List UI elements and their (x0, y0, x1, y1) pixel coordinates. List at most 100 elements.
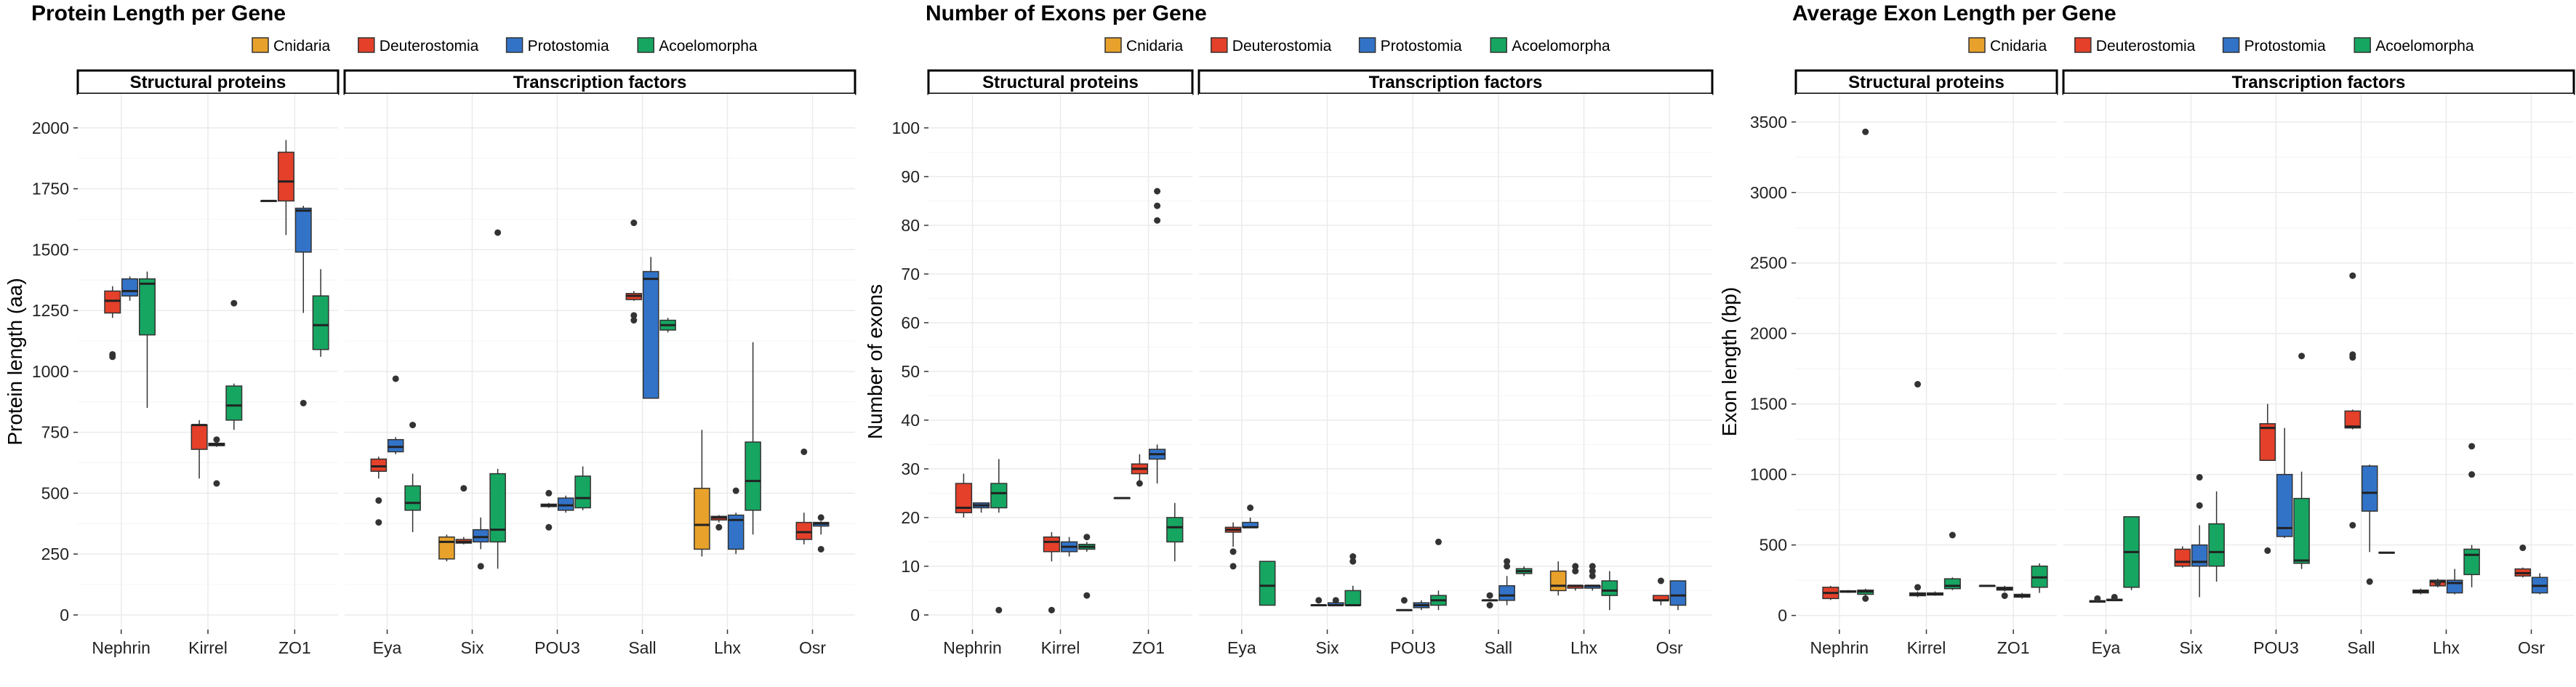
y-tick-label: 1250 (32, 301, 69, 320)
box-sall-protostomia (2361, 465, 2378, 585)
box-body (2293, 497, 2310, 564)
box-eya-acoelomorpha (404, 422, 421, 532)
y-tick-label: 50 (901, 362, 920, 381)
box-zo1-acoelomorpha (1166, 502, 1184, 562)
box-pou3-acoelomorpha (1430, 538, 1447, 611)
box-body (438, 536, 455, 560)
box-body (1498, 584, 1515, 601)
box-body (727, 514, 745, 550)
legend: Cnidaria Deuterostomia Protostomia Acoelomo… (252, 37, 758, 55)
facet-strip-label: Transcription factors (1369, 73, 1543, 92)
outlier-point (732, 487, 739, 494)
box-zo1-deuterostomia (1996, 585, 2013, 599)
box-body (370, 458, 388, 472)
outlier-point (630, 312, 638, 319)
x-tick-label: Kirrel (188, 638, 228, 657)
box-kirrel-protostomia (1926, 591, 1943, 596)
legend-key-deuterostomia (2074, 37, 2092, 53)
outlier-point (1914, 381, 1922, 388)
box-six-deuterostomia (455, 485, 473, 545)
x-tick-label: Lhx (2433, 638, 2460, 657)
y-tick-label: 0 (910, 606, 920, 624)
x-tick-label: Six (2180, 638, 2203, 657)
x-tick-label: POU3 (1390, 638, 1436, 657)
outlier-point (375, 497, 382, 504)
box-zo1-protostomia (2013, 592, 2031, 599)
outlier-point (1154, 188, 1161, 195)
box-kirrel-deuterostomia (1043, 532, 1061, 614)
y-tick-label: 1500 (1750, 395, 1787, 414)
outlier-point (1154, 202, 1161, 209)
y-tick-label: 30 (901, 459, 920, 478)
outlier-point (1400, 597, 1408, 604)
box-sall-acoelomorpha (1515, 566, 1533, 576)
box-pou3-deuterostomia (540, 489, 558, 531)
panel-title: Number of Exons per Gene (926, 1, 1207, 25)
y-tick-label: 80 (901, 216, 920, 235)
x-tick-label: Eya (373, 638, 402, 657)
outlier-point (1914, 584, 1922, 591)
box-osr-deuterostomia (2514, 545, 2532, 578)
box-zo1-deuterostomia (277, 140, 294, 236)
outlier-point (392, 375, 399, 382)
outlier-point (817, 545, 824, 553)
outlier-point (2196, 474, 2203, 481)
legend-key-protostomia (1358, 37, 1376, 53)
box-eya-acoelomorpha (2123, 516, 2140, 590)
outlier-point (409, 422, 417, 429)
legend-key-acoelomorpha (2354, 37, 2371, 53)
outlier-point (1486, 592, 1493, 599)
box-body (2344, 410, 2362, 429)
x-tick-label: Osr (799, 638, 826, 657)
outlier-point (1657, 577, 1664, 584)
box-lhx-deuterostomia (2429, 579, 2447, 587)
outlier-point (2468, 471, 2476, 478)
facet-structural-proteins: Structural proteins Nephrin Kirrel ZO1 (76, 69, 340, 657)
box-osr-deuterostomia (795, 448, 813, 545)
x-tick-label: Eya (1227, 638, 1256, 657)
y-tick-label: 20 (901, 508, 920, 527)
y-tick-label: 60 (901, 313, 920, 332)
box-body (557, 497, 574, 511)
box-kirrel-acoelomorpha (225, 300, 243, 430)
box-six-protostomia (472, 517, 489, 570)
box-six-protostomia (2191, 474, 2208, 598)
x-tick-label: ZO1 (1997, 638, 2030, 657)
box-eya-protostomia (2106, 593, 2123, 602)
box-osr-protostomia (812, 514, 830, 553)
box-nephrin-protostomia (972, 502, 990, 513)
y-tick-label: 40 (901, 411, 920, 430)
box-zo1-deuterostomia (1131, 454, 1149, 487)
y-tick-label: 1500 (32, 240, 69, 259)
box-body (472, 529, 489, 543)
y-tick-label: 0 (60, 606, 69, 624)
x-tick-label: Six (1316, 638, 1339, 657)
box-body (1549, 570, 1567, 592)
legend-label-cnidaria: Cnidaria (1126, 38, 1184, 55)
box-six-acoelomorpha (1344, 553, 1362, 606)
legend-label-cnidaria: Cnidaria (273, 38, 331, 55)
box-osr-protostomia (1669, 580, 1687, 611)
box-lhx-protostomia (727, 487, 745, 555)
box-six-acoelomorpha (2208, 491, 2225, 582)
y-tick-label: 10 (901, 557, 920, 576)
facet-background (1199, 94, 1712, 630)
outlier-point (1332, 597, 1339, 604)
x-tick-label: ZO1 (278, 638, 311, 657)
box-sall-deuterostomia (2344, 272, 2362, 529)
outlier-point (213, 436, 220, 443)
outlier-point (630, 220, 638, 227)
box-zo1-protostomia (1148, 188, 1166, 483)
x-tick-label: Eya (2092, 638, 2121, 657)
outlier-point (1229, 548, 1237, 555)
outlier-point (1572, 563, 1579, 570)
box-lhx-protostomia (1584, 563, 1601, 591)
box-body (2208, 523, 2225, 567)
box-body (990, 483, 1008, 509)
y-tick-label: 500 (1760, 536, 1787, 555)
box-pou3-protostomia (557, 495, 574, 513)
legend-label-protostomia: Protostomia (528, 38, 609, 55)
box-eya-acoelomorpha (1259, 561, 1276, 606)
box-lhx-cnidaria (2412, 588, 2429, 595)
box-body (387, 438, 404, 453)
